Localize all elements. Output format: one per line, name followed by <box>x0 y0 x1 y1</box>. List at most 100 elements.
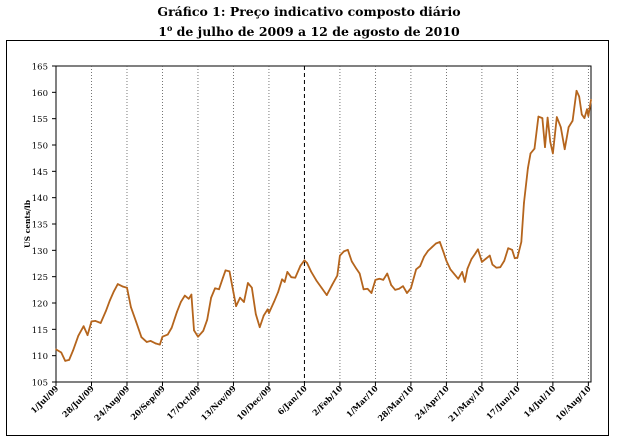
data-point <box>488 254 491 257</box>
price-series-line <box>55 89 592 362</box>
data-point <box>159 343 161 346</box>
data-point <box>513 257 516 260</box>
data-point <box>386 272 389 275</box>
data-point <box>122 285 124 288</box>
data-point <box>499 266 502 268</box>
data-point <box>523 202 525 204</box>
y-tick-label: 155 <box>32 115 48 125</box>
data-point <box>358 272 361 275</box>
y-tick-label: 110 <box>32 352 48 362</box>
x-tick-label: 10/Dec/09 <box>234 383 273 422</box>
y-tick-label: 105 <box>32 379 48 389</box>
y-tick-label: 135 <box>32 221 48 231</box>
data-point <box>180 301 182 303</box>
data-point <box>470 258 473 261</box>
data-point <box>449 268 452 271</box>
series-group <box>55 89 592 362</box>
x-tick-label: 10/Aug/10 <box>553 383 593 423</box>
data-point <box>126 286 128 289</box>
data-point <box>113 290 115 293</box>
data-point <box>232 291 235 294</box>
data-point <box>166 333 169 336</box>
x-tick-label: 13/Nov/09 <box>199 383 238 422</box>
data-point <box>149 340 152 342</box>
data-point <box>571 119 574 122</box>
data-point <box>258 326 261 329</box>
data-point <box>251 286 253 289</box>
data-point <box>262 314 265 317</box>
data-point <box>520 241 523 243</box>
x-tick-label: 6/Jan/10 <box>275 383 309 417</box>
data-point <box>567 126 570 128</box>
data-point <box>466 267 469 270</box>
data-point <box>587 115 590 117</box>
data-point <box>552 152 554 155</box>
data-point <box>60 351 63 354</box>
data-point <box>197 335 199 338</box>
x-tick-label: 24/Aug/09 <box>92 383 132 423</box>
data-point <box>294 276 297 279</box>
x-tick-label: 21/May/10 <box>446 383 486 423</box>
data-point <box>374 279 377 281</box>
data-point <box>170 326 173 329</box>
x-tick-label: 24/Apr/10 <box>413 383 452 422</box>
data-point <box>228 270 231 273</box>
data-point <box>427 250 429 252</box>
chart-title: Gráfico 1: Preço indicativo composto diá… <box>157 4 461 19</box>
data-point <box>503 260 506 262</box>
data-point <box>419 265 421 267</box>
data-point <box>481 261 483 263</box>
data-point <box>161 335 164 338</box>
data-point <box>86 334 89 336</box>
chart-frame: 105 110 115 120 125 130 135 140 145 150 155 160 165 U… <box>6 40 609 436</box>
data-point <box>109 299 111 302</box>
data-point <box>398 287 400 290</box>
data-point <box>222 276 224 279</box>
data-point <box>527 167 529 169</box>
data-point <box>370 292 373 294</box>
data-point <box>268 312 270 314</box>
data-point <box>187 297 190 300</box>
data-point <box>90 320 93 323</box>
x-tick-label: 28/Jul/09 <box>60 383 96 419</box>
data-point <box>155 342 157 345</box>
x-tick-label: 28/Mar/10 <box>375 383 415 423</box>
y-axis-label: US cents/lb <box>23 200 32 248</box>
data-point <box>273 300 276 303</box>
data-point <box>145 341 148 343</box>
data-point <box>583 117 586 119</box>
data-point <box>283 281 286 283</box>
y-tick-label: 160 <box>32 89 48 99</box>
data-point <box>477 248 479 251</box>
data-point <box>331 284 333 286</box>
data-point <box>442 252 445 254</box>
data-point <box>140 336 143 339</box>
data-point <box>105 310 107 312</box>
x-tick-label: 17/Jun/10 <box>484 383 522 421</box>
data-point <box>453 273 456 275</box>
data-point <box>325 294 328 296</box>
data-point <box>266 308 269 311</box>
data-point <box>366 287 369 290</box>
data-point <box>546 116 549 119</box>
data-point <box>320 286 323 289</box>
data-point <box>354 266 357 269</box>
data-point <box>541 117 544 119</box>
data-point <box>315 279 318 282</box>
data-point <box>415 268 417 271</box>
data-point <box>281 278 283 281</box>
x-tick-label: 1/Mar/10 <box>344 383 380 419</box>
data-point <box>563 148 566 151</box>
data-point <box>343 250 345 253</box>
data-point <box>336 274 339 277</box>
data-point <box>255 313 257 315</box>
data-point <box>445 260 448 262</box>
data-point <box>590 98 592 101</box>
data-point <box>130 306 132 309</box>
data-point <box>435 242 437 245</box>
data-point <box>299 264 302 267</box>
x-tick-label: 14/Jul/10 <box>521 383 557 419</box>
line-chart: 105 110 115 120 125 130 135 140 145 150 155 160 165 U… <box>23 63 593 424</box>
data-point <box>559 126 562 128</box>
data-point <box>55 348 57 351</box>
